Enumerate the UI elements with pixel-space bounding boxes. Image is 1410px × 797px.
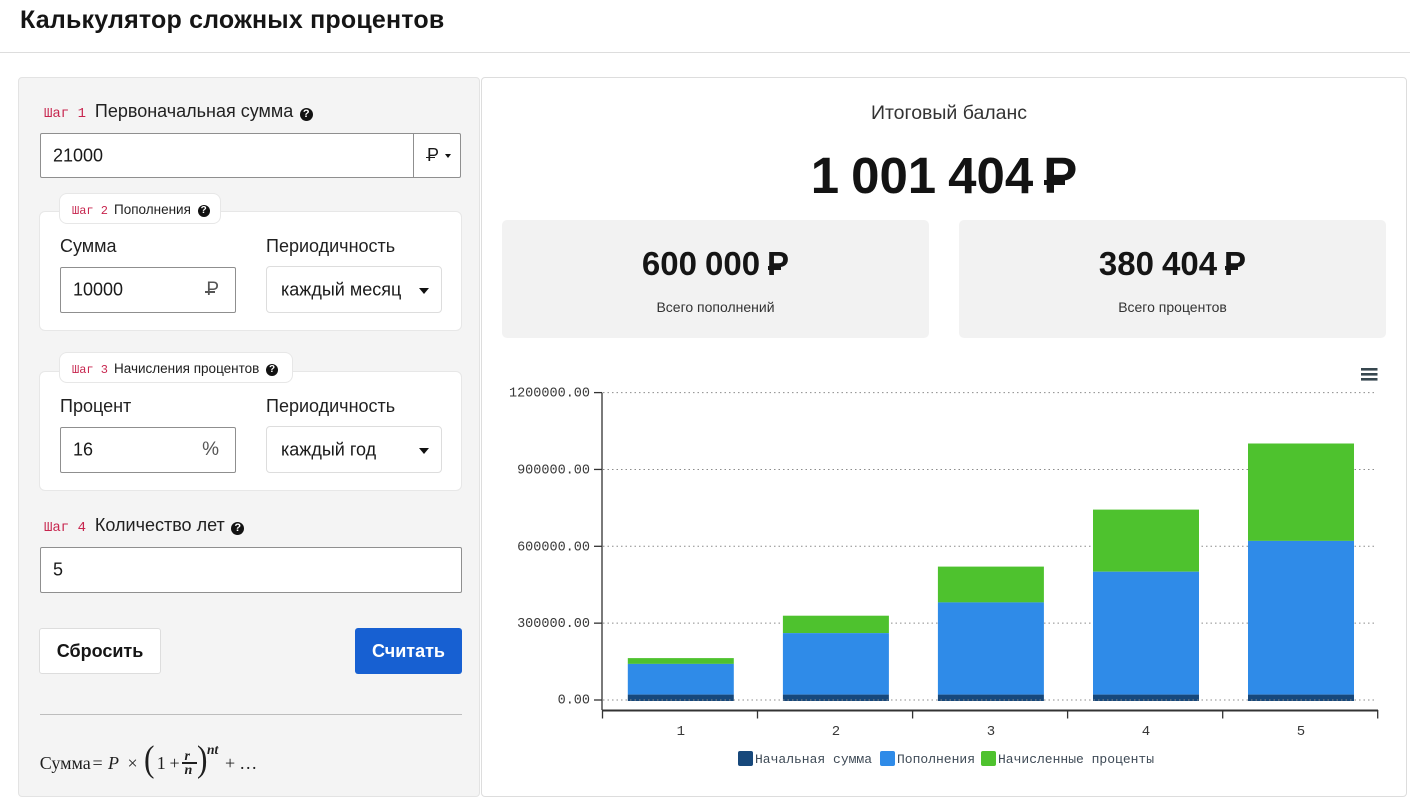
svg-text:0.00: 0.00 xyxy=(558,694,590,709)
svg-text:Пополнения: Пополнения xyxy=(897,752,975,767)
svg-text:2: 2 xyxy=(832,724,840,740)
svg-text:900000.00: 900000.00 xyxy=(517,463,590,478)
svg-text:Начисленные проценты: Начисленные проценты xyxy=(998,752,1154,767)
svg-text:1200000.00: 1200000.00 xyxy=(509,387,590,402)
svg-text:4: 4 xyxy=(1142,724,1150,740)
svg-text:3: 3 xyxy=(987,724,995,740)
svg-text:5: 5 xyxy=(1297,724,1305,740)
svg-text:Начальная сумма: Начальная сумма xyxy=(755,752,872,767)
svg-text:1: 1 xyxy=(677,724,685,740)
svg-text:600000.00: 600000.00 xyxy=(517,540,590,555)
svg-text:300000.00: 300000.00 xyxy=(517,617,590,632)
